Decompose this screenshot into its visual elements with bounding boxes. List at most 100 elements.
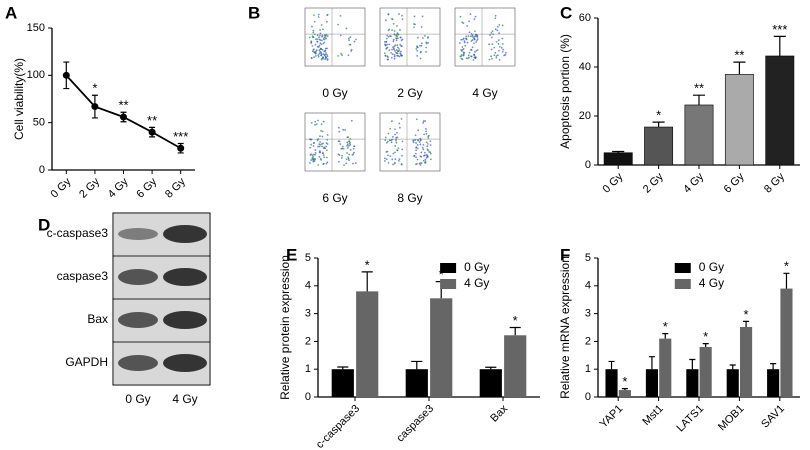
flow-caption: 0 Gy [322, 86, 347, 100]
flow-dot [397, 147, 400, 150]
flow-dot [476, 39, 478, 42]
flow-dot [337, 23, 340, 26]
flow-dot [462, 54, 465, 56]
error-bar [485, 366, 497, 370]
flow-dot [398, 158, 401, 161]
flow-dot [390, 18, 393, 20]
x-tick-label: SAV1 [759, 403, 787, 431]
flow-dot [319, 141, 322, 143]
flow-dot [322, 162, 325, 165]
flow-dot [488, 58, 491, 61]
y-tick-label: 3 [585, 308, 591, 320]
flow-dot [401, 140, 404, 143]
error-bar [621, 388, 628, 391]
flow-dot [394, 50, 396, 52]
flow-dot [468, 20, 471, 23]
flow-dot [388, 139, 391, 142]
flow-dot [392, 152, 395, 155]
flow-dot [312, 145, 315, 147]
error-bar [770, 363, 777, 370]
flow-dot [316, 45, 319, 48]
flow-dot [494, 14, 497, 17]
flow-dot [317, 16, 320, 18]
flow-dot [393, 57, 396, 60]
flow-dot [312, 160, 315, 163]
flow-dot [495, 40, 498, 43]
flow-dot [395, 139, 397, 142]
flow-dot [491, 57, 493, 60]
flow-dot [498, 45, 501, 48]
flow-dot [317, 54, 320, 57]
x-tick-label: 8 Gy [163, 175, 188, 200]
significance: * [365, 257, 370, 272]
flow-dot [341, 154, 344, 157]
flow-dot [339, 143, 342, 145]
flow-dot [387, 13, 390, 15]
flow-dot [312, 36, 315, 39]
bar [699, 346, 712, 397]
x-tick-label: 8 Gy [762, 170, 787, 195]
flow-dot [342, 147, 345, 150]
flow-dot [383, 157, 386, 160]
flow-dot [498, 24, 501, 26]
flow-dot [492, 33, 495, 36]
flow-dot [421, 15, 424, 18]
flow-dot [319, 143, 322, 146]
flow-dot [317, 164, 320, 166]
flow-dot [319, 135, 321, 138]
y-tick-label: 0 [585, 391, 591, 403]
y-tick-label: 60 [579, 12, 591, 24]
flow-dot [424, 120, 427, 122]
y-tick-label: 4 [305, 280, 311, 292]
flow-dot [322, 57, 325, 60]
flow-dot [470, 55, 473, 58]
flow-dot [321, 130, 324, 133]
y-tick-label: 5 [305, 252, 311, 264]
flow-dot [416, 147, 419, 150]
flow-dot [386, 55, 389, 58]
flow-dot [326, 161, 329, 164]
flow-dot [396, 136, 399, 139]
flow-dot [313, 51, 316, 54]
flow-dot [320, 58, 323, 61]
flow-dot [316, 34, 319, 37]
flow-dot [420, 50, 422, 53]
error-bar [662, 333, 669, 339]
flow-dot [459, 15, 462, 18]
flow-dot [422, 159, 425, 162]
flow-dot [326, 143, 329, 145]
flow-dot [460, 38, 463, 41]
flow-dot [352, 162, 354, 165]
flow-dot [320, 24, 323, 26]
legend-label: 0 Gy [699, 260, 724, 274]
flow-dot [383, 160, 386, 162]
flow-dot [462, 51, 465, 54]
bar [726, 369, 739, 397]
flow-dot [317, 145, 320, 148]
error-bar [729, 364, 736, 370]
flow-dot [393, 30, 396, 32]
significance: *** [772, 22, 787, 37]
flow-dot [416, 49, 419, 52]
y-axis-label: Cell viability(%) [12, 58, 26, 140]
flow-dot [386, 140, 389, 143]
flow-dot [413, 15, 416, 18]
flow-dot [312, 49, 315, 51]
legend-swatch [440, 263, 457, 273]
flow-dot [399, 36, 402, 39]
flow-dot [465, 35, 468, 38]
flow-dot [391, 48, 393, 51]
flow-dot [394, 128, 396, 131]
flow-dot [316, 40, 319, 43]
flow-dot [498, 32, 501, 35]
flow-dot [395, 141, 398, 144]
flow-dot [503, 54, 506, 57]
flow-dot [391, 29, 393, 32]
flow-dot [350, 50, 352, 52]
flow-dot [396, 46, 399, 49]
flow-dot [386, 58, 389, 61]
error-bar [743, 320, 750, 327]
flow-dot [490, 32, 493, 34]
flow-dot [390, 52, 393, 54]
flow-dot [324, 50, 326, 53]
